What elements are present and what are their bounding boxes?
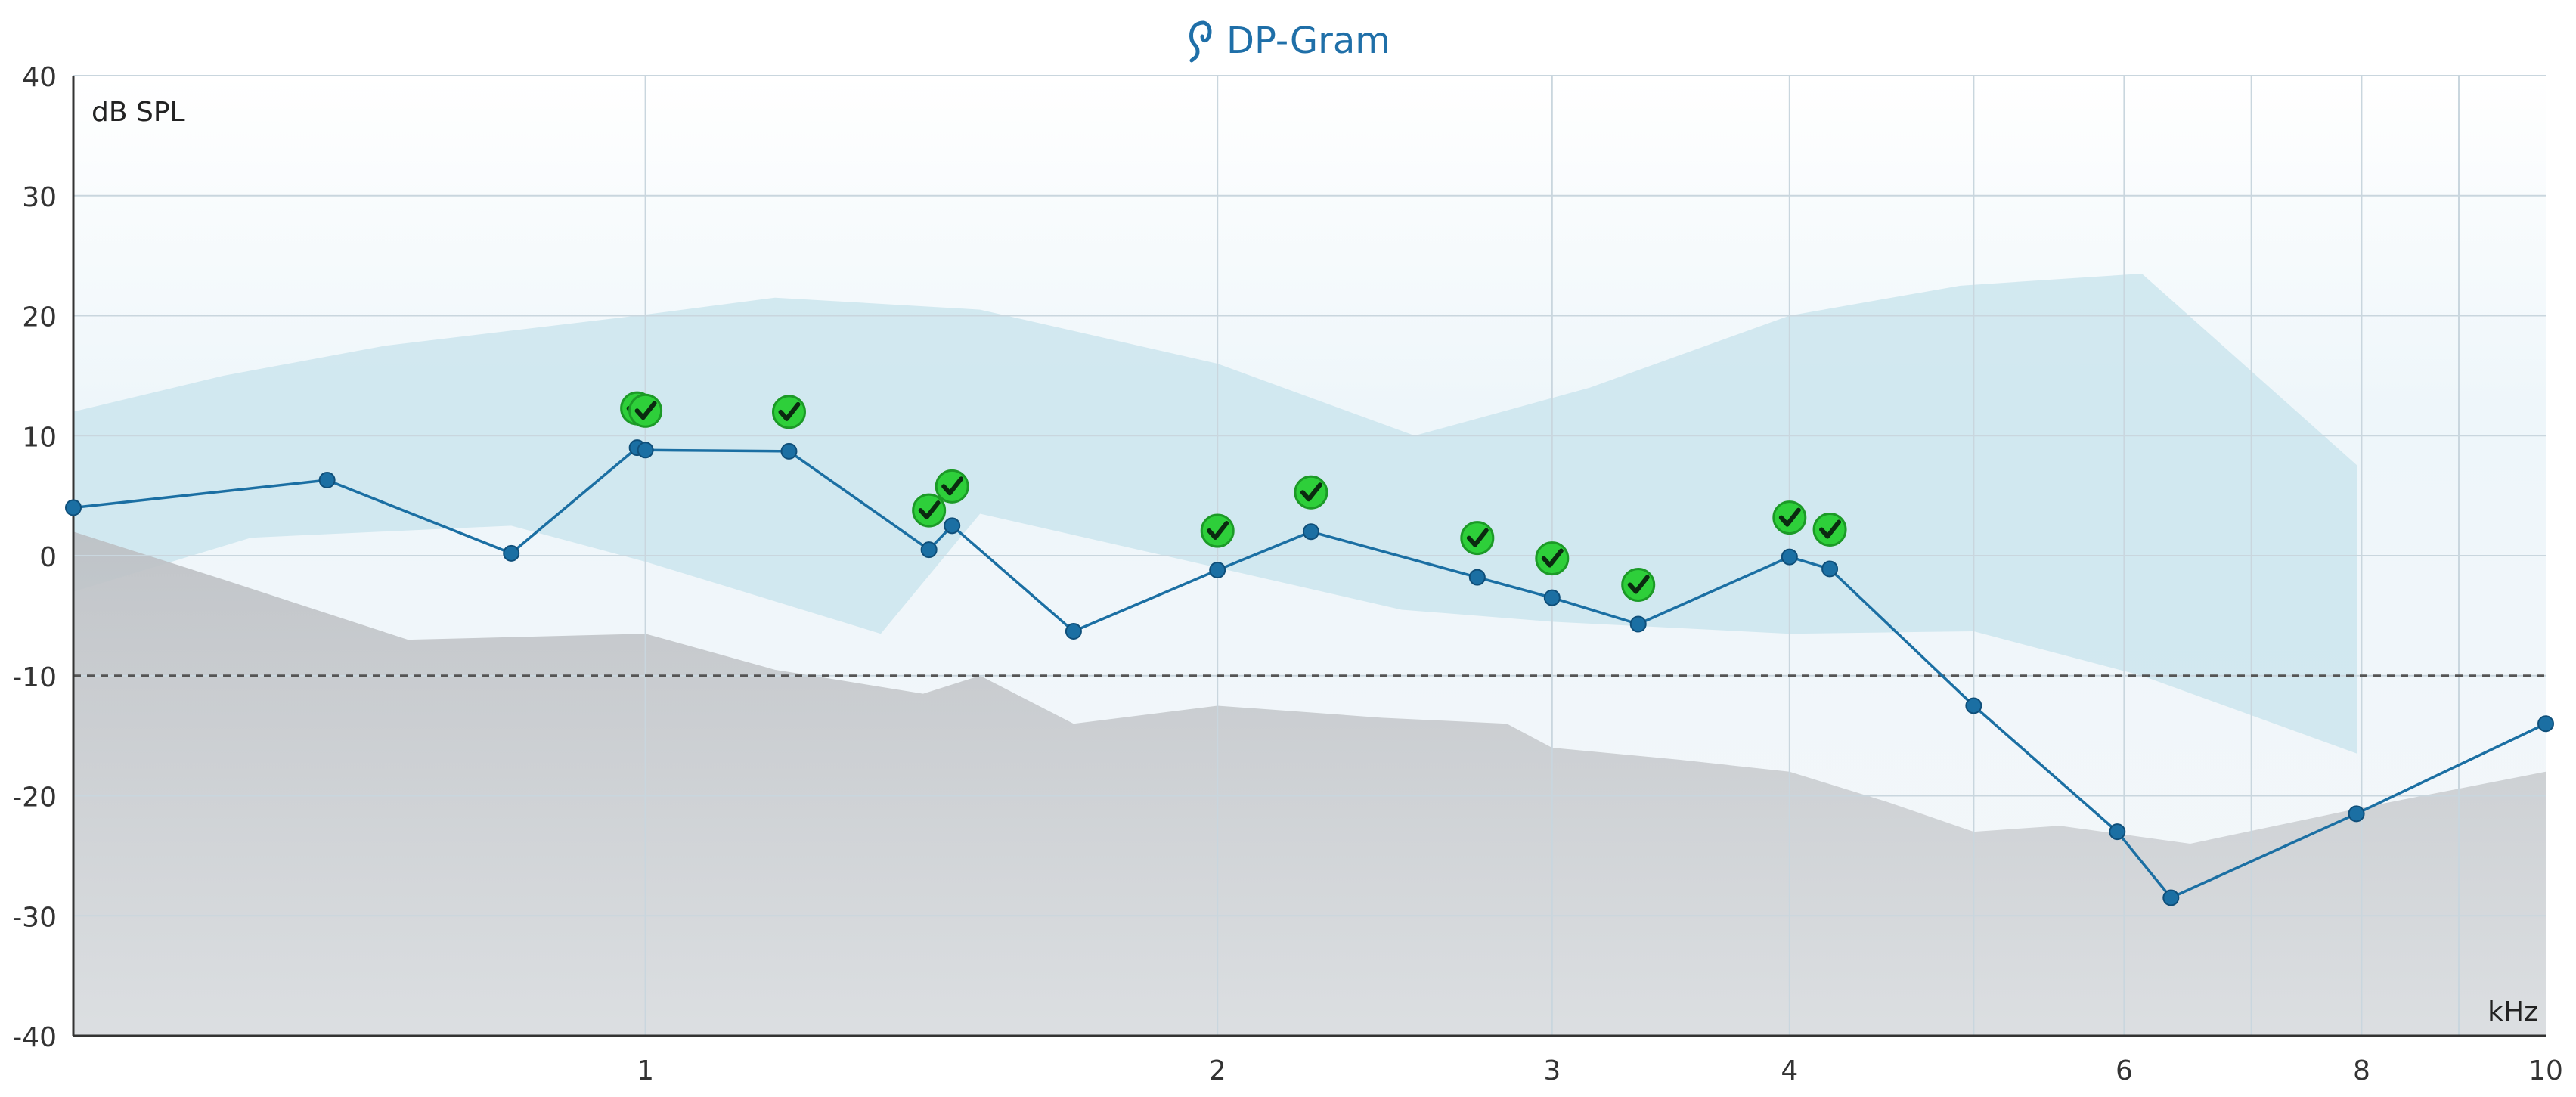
data-point [2162,889,2180,906]
data-point [1965,697,1982,714]
data-point [2109,823,2126,841]
check-mark-icon [1300,482,1322,502]
data-point [780,442,798,460]
x-tick-label: 10 [2528,1055,2563,1086]
x-tick-label: 1 [637,1055,654,1086]
pass-check-icon [1294,475,1328,510]
y-tick-label: 20 [22,302,57,333]
chart-title-bar: DP-Gram [0,11,2576,71]
pass-check-icon [1460,521,1495,556]
data-point [1629,615,1647,633]
data-point [2537,715,2554,733]
data-point [1543,589,1561,606]
check-mark-icon [634,401,657,420]
y-tick-label: 10 [22,422,57,453]
pass-check-icon [935,469,969,504]
data-point [1821,560,1839,578]
check-mark-icon [1466,528,1489,547]
pass-check-icon [1621,567,1656,602]
check-mark-icon [918,500,941,520]
data-point [1781,548,1798,566]
ear-icon [1189,20,1212,63]
y-tick-label: 30 [22,182,57,213]
data-point [1065,623,1082,640]
y-tick-label: 0 [39,542,57,573]
data-point [920,541,938,559]
data-point [1468,569,1486,586]
check-mark-icon [1819,519,1842,539]
check-mark-icon [1541,548,1564,568]
x-tick-label: 2 [1209,1055,1226,1086]
data-point [1302,523,1319,541]
check-mark-icon [941,476,964,496]
check-mark-icon [778,401,801,421]
x-tick-label: 8 [2353,1055,2370,1086]
pass-check-icon [1200,513,1235,548]
x-axis-label: kHz [2488,996,2538,1027]
y-tick-label: -40 [12,1022,57,1053]
y-tick-label: 40 [22,62,57,93]
pass-check-icon [771,395,806,429]
y-tick-label: -20 [12,782,57,813]
pass-check-icon [912,493,947,528]
chart-title: DP-Gram [1226,20,1391,62]
x-tick-label: 3 [1543,1055,1561,1086]
pass-check-icon [1772,500,1807,535]
y-axis-label: dB SPL [91,97,185,128]
pass-check-icon [628,393,663,428]
data-point [503,544,520,562]
y-tick-label: -10 [12,662,57,693]
data-point [637,442,654,459]
data-point [65,499,82,516]
x-tick-label: 6 [2116,1055,2133,1086]
pass-check-icon [1535,541,1570,576]
data-point [944,517,961,535]
pass-check-icon [1812,512,1847,547]
data-point [2348,805,2365,823]
noise-floor-area [73,531,2546,1036]
check-mark-icon [1778,507,1801,527]
y-tick-label: -30 [12,902,57,933]
check-mark-icon [1627,575,1650,594]
data-point [1209,562,1226,579]
check-mark-icon [1207,521,1229,541]
data-point [318,471,336,488]
x-tick-label: 4 [1781,1055,1798,1086]
